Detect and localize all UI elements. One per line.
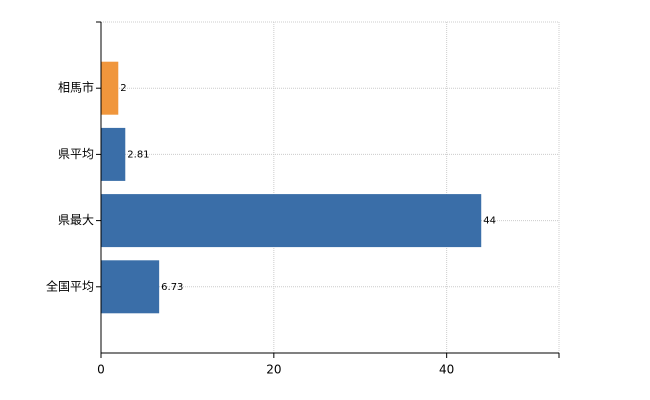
y-tick-label: 県最大 bbox=[58, 213, 94, 227]
bar bbox=[101, 61, 119, 115]
bar bbox=[101, 127, 126, 181]
value-label: 6.73 bbox=[161, 282, 183, 293]
y-tick-label: 相馬市 bbox=[58, 80, 94, 95]
bar bbox=[101, 260, 160, 314]
y-tick-label: 全国平均 bbox=[46, 278, 94, 293]
value-label: 2 bbox=[120, 83, 126, 94]
x-tick-label: 40 bbox=[439, 363, 454, 377]
x-tick-label: 20 bbox=[266, 363, 281, 377]
bar bbox=[101, 194, 482, 248]
value-label: 44 bbox=[483, 216, 496, 227]
value-label: 2.81 bbox=[127, 149, 149, 160]
x-tick-label: 0 bbox=[97, 363, 105, 377]
y-tick-label: 県平均 bbox=[58, 147, 94, 161]
